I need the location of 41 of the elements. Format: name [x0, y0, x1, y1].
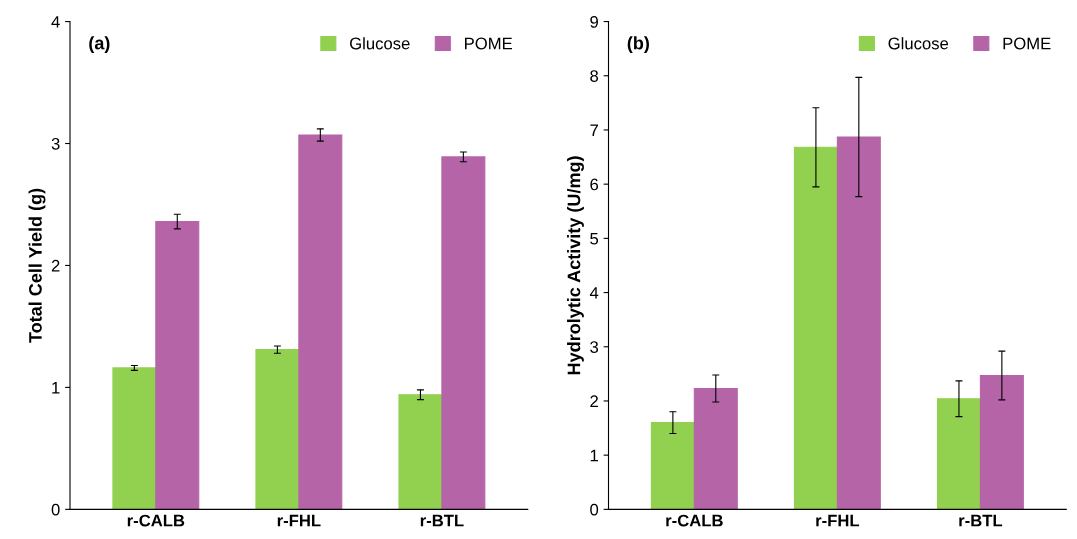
y-axis-title: Total Cell Yield (g): [28, 188, 46, 343]
legend-label: POME: [465, 37, 513, 50]
x-tick-label: r-BTL: [420, 514, 464, 527]
bar: [112, 367, 157, 510]
y-tick-label: 3: [51, 137, 60, 150]
bar: [398, 394, 443, 510]
bar: [979, 374, 1024, 510]
bar: [936, 398, 981, 510]
x-tick-label: r-CALB: [127, 514, 185, 527]
y-axis-title: Hydrolytic Activity (U/mg): [567, 156, 584, 375]
y-tick-label: 0: [51, 503, 60, 516]
bar: [793, 146, 838, 510]
y-tick-label: 6: [590, 178, 599, 191]
y-tick-label: 8: [590, 70, 599, 82]
bar: [693, 387, 738, 510]
bar: [650, 422, 695, 510]
legend-label: Glucose: [350, 37, 410, 50]
x-tick-label: r-FHL: [277, 514, 321, 527]
y-tick-label: 9: [590, 15, 598, 28]
y-tick-label: 7: [590, 124, 598, 136]
bar: [298, 134, 343, 510]
bar: [836, 136, 881, 510]
y-tick-label: 1: [590, 449, 598, 462]
bar: [155, 221, 200, 510]
legend-label: Glucose: [888, 37, 949, 50]
y-tick-label: 4: [589, 287, 599, 299]
y-tick-label: 2: [51, 259, 60, 272]
y-tick-label: 2: [590, 395, 598, 407]
x-tick-label: r-FHL: [816, 514, 860, 527]
annotation: (b): [627, 36, 649, 54]
annotation: (a): [89, 36, 110, 54]
y-tick-label: 1: [52, 381, 60, 394]
x-tick-label: r-CALB: [666, 514, 723, 527]
legend-label: POME: [1003, 37, 1051, 50]
x-tick-label: r-BTL: [959, 514, 1003, 527]
bar: [441, 156, 486, 510]
y-tick-label: 5: [590, 232, 599, 245]
y-tick-label: 4: [51, 16, 60, 28]
y-tick-label: 0: [590, 503, 599, 516]
y-tick-label: 3: [590, 341, 599, 353]
bar: [255, 349, 300, 510]
